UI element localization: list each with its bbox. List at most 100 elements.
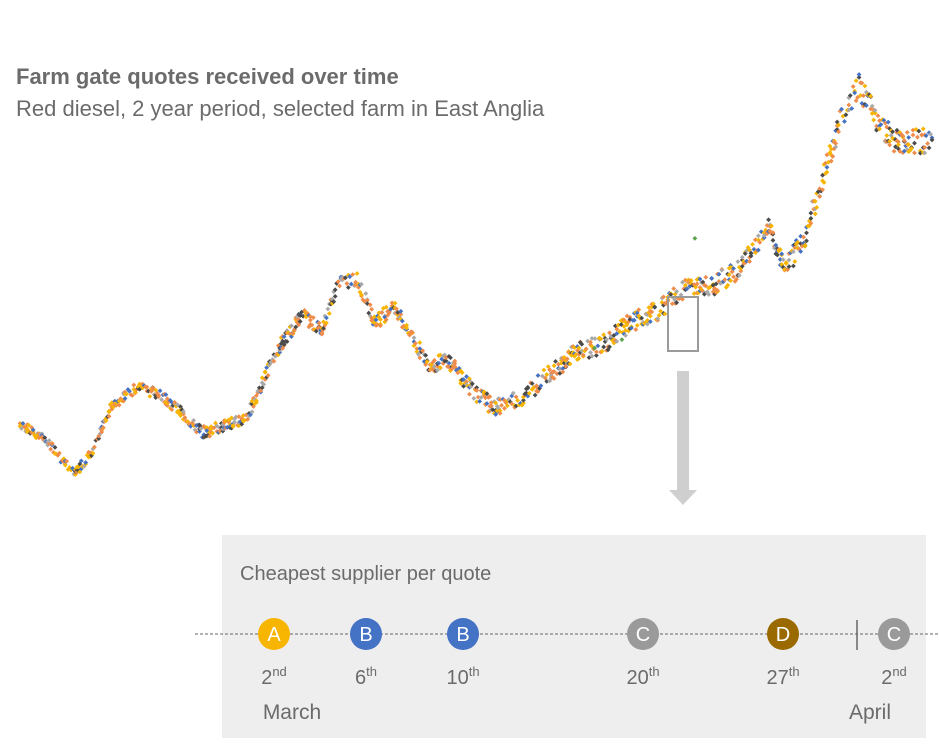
quote-point — [842, 119, 847, 124]
quote-point — [744, 258, 750, 264]
supplier-marker — [258, 618, 290, 650]
quote-point — [871, 117, 877, 123]
quote-point — [700, 279, 706, 285]
quote-point — [830, 154, 836, 159]
quote-point — [779, 251, 785, 257]
quote-point — [599, 348, 605, 354]
quote-point — [33, 435, 39, 441]
quote-point — [99, 429, 105, 435]
quote-point — [310, 315, 316, 320]
quote-point — [307, 317, 313, 323]
quote-point — [598, 336, 604, 342]
quote-point — [831, 146, 837, 152]
quote-point — [48, 446, 54, 452]
quote-point — [97, 426, 103, 432]
quote-point — [309, 322, 315, 328]
quote-point — [182, 415, 188, 421]
quote-point — [383, 317, 389, 322]
quote-point — [909, 146, 914, 151]
quote-point — [823, 171, 828, 176]
quote-point — [337, 283, 342, 289]
quote-point — [446, 360, 452, 366]
quote-point — [535, 373, 541, 378]
quote-point — [414, 349, 420, 355]
supplier-markers: A 2nd B 6th B 10th C 20th D 27th C 2nd March April — [258, 618, 910, 724]
quote-point — [163, 392, 169, 398]
quote-point — [790, 263, 796, 269]
quote-point — [379, 309, 385, 315]
supplier-letter: C — [636, 624, 650, 646]
quote-point — [824, 169, 830, 175]
quote-point — [93, 437, 99, 443]
quote-point — [359, 281, 364, 287]
quote-point — [629, 325, 634, 331]
quote-point — [92, 444, 97, 450]
quote-point — [232, 419, 237, 425]
quote-point — [881, 117, 887, 123]
quote-point — [684, 286, 690, 292]
quote-point — [541, 367, 547, 373]
quote-point — [42, 435, 48, 441]
quote-point — [181, 409, 186, 415]
quote-point — [363, 291, 369, 296]
quote-point — [75, 468, 81, 474]
quote-point — [890, 129, 896, 135]
quote-point — [242, 417, 248, 423]
quote-point — [488, 400, 494, 405]
quote-point — [885, 119, 891, 125]
quote-point — [716, 271, 722, 277]
quote-point — [452, 361, 458, 366]
quote-point — [793, 237, 799, 243]
quote-point — [535, 389, 541, 395]
quote-point — [926, 130, 932, 136]
quote-point — [904, 129, 910, 135]
quote-point — [414, 346, 420, 352]
quote-point — [515, 398, 520, 403]
quote-point — [659, 300, 665, 305]
quote-point — [56, 450, 62, 456]
quote-point — [361, 298, 367, 304]
quote-point — [497, 397, 503, 403]
quote-point — [801, 240, 806, 246]
quote-point — [240, 413, 246, 418]
quote-point — [671, 286, 677, 292]
quote-point — [731, 266, 736, 271]
quote-point — [592, 345, 597, 351]
quote-point — [249, 401, 255, 407]
supplier-letter: B — [456, 624, 469, 646]
quote-date-label: 20th — [626, 664, 659, 689]
quote-point — [820, 172, 825, 178]
quote-point — [208, 426, 214, 432]
quote-point — [748, 250, 754, 256]
quote-point — [493, 400, 499, 406]
quote-point — [647, 319, 653, 324]
quote-point — [392, 300, 398, 306]
quote-point — [614, 339, 620, 344]
quote-point — [253, 398, 259, 404]
quote-point — [849, 106, 855, 111]
quote-point — [448, 355, 453, 361]
quote-point — [448, 368, 453, 373]
quote-point — [140, 381, 145, 387]
quote-point — [262, 369, 268, 375]
quote-point — [411, 335, 417, 341]
quote-point — [313, 328, 319, 334]
quote-point — [129, 393, 135, 398]
supplier-marker — [627, 618, 659, 650]
quote-point — [410, 330, 415, 335]
quote-point — [251, 395, 256, 401]
quote-point — [281, 334, 287, 340]
quote-point — [217, 428, 223, 434]
quote-point — [910, 132, 916, 138]
quote-point — [67, 465, 73, 470]
quote-point — [132, 389, 138, 395]
quote-point — [688, 278, 694, 283]
quote-point — [828, 152, 834, 158]
quote-point — [491, 399, 497, 405]
quote-point — [100, 425, 106, 430]
quote-point — [544, 372, 550, 377]
quote-point — [378, 323, 383, 329]
quote-point — [289, 323, 294, 329]
quote-point — [417, 346, 423, 352]
quote-point — [875, 113, 881, 119]
